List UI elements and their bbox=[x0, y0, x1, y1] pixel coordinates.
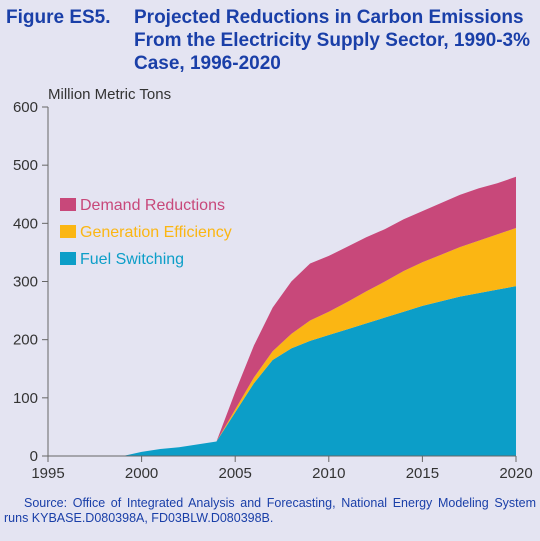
legend-swatch-generation-efficiency bbox=[60, 225, 76, 238]
legend-swatch-demand-reductions bbox=[60, 198, 76, 211]
figure-title: Projected Reductions in Carbon Emissions… bbox=[134, 7, 530, 74]
y-tick-label-300: 300 bbox=[13, 274, 38, 291]
x-tick-label-2010: 2010 bbox=[312, 465, 345, 482]
y-tick-label-500: 500 bbox=[13, 157, 38, 174]
legend-label-demand-reductions: Demand Reductions bbox=[80, 197, 225, 214]
legend: Demand Reductions Generation Efficiency Fu… bbox=[60, 197, 232, 268]
axes: 0 100 200 300 400 500 600 1995 2000 2005 2010 2015 2… bbox=[13, 99, 533, 482]
y-tick-label-100: 100 bbox=[13, 390, 38, 407]
x-tick-label-1995: 1995 bbox=[31, 465, 64, 482]
y-tick-label-400: 400 bbox=[13, 215, 38, 232]
area-generation-efficiency bbox=[48, 227, 516, 456]
x-tick-label-2015: 2015 bbox=[406, 465, 439, 482]
y-axis-label: Million Metric Tons bbox=[48, 86, 172, 103]
y-tick-label-200: 200 bbox=[13, 332, 38, 349]
x-tick-label-2000: 2000 bbox=[125, 465, 158, 482]
x-tick-label-2020: 2020 bbox=[499, 465, 532, 482]
area-demand-reductions bbox=[48, 176, 516, 457]
area-layers bbox=[48, 176, 516, 457]
y-tick-label-0: 0 bbox=[30, 448, 38, 465]
x-tick-label-2005: 2005 bbox=[219, 465, 252, 482]
legend-label-fuel-switching: Fuel Switching bbox=[80, 251, 184, 268]
y-tick-label-600: 600 bbox=[13, 99, 38, 116]
area-fuel-switching bbox=[48, 286, 516, 456]
figure-label: Figure ES5. bbox=[6, 7, 111, 28]
source-note: Source: Office of Integrated Analysis an… bbox=[4, 496, 536, 525]
legend-label-generation-efficiency: Generation Efficiency bbox=[80, 224, 232, 241]
legend-swatch-fuel-switching bbox=[60, 252, 76, 265]
